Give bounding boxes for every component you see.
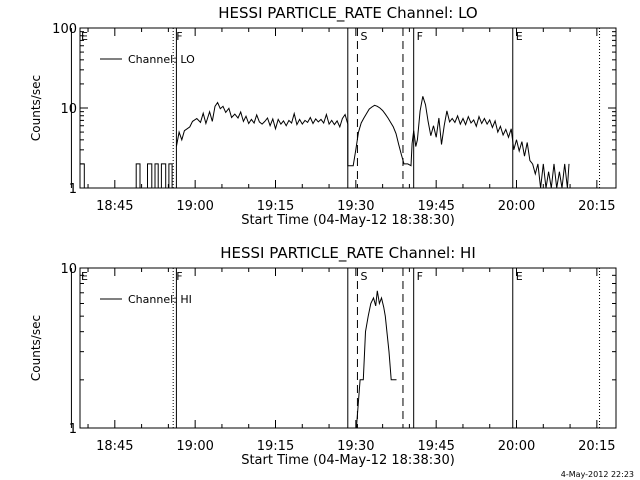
x-tick-label: 20:00 [498,199,535,214]
legend-label: Channel: LO [128,53,195,66]
x-tick-label: 19:15 [257,439,294,454]
y-tick-label: 1 [69,182,77,197]
event-marker-label: E [516,30,523,43]
x-tick-label: 19:30 [337,199,374,214]
x-tick-label: 19:00 [176,199,213,214]
legend-label: Channel: HI [128,293,192,306]
x-tick-label: 19:45 [417,439,454,454]
event-marker-label: E [81,30,88,43]
x-axis-label: Start Time (04-May-12 18:38:30) [241,213,455,228]
series-line [355,290,397,429]
x-tick-label: 18:45 [96,439,133,454]
y-tick-label: 10 [60,262,77,277]
x-tick-label: 19:15 [257,199,294,214]
event-marker-label: F [176,30,182,43]
chart-title: HESSI PARTICLE_RATE Channel: LO [218,4,477,23]
x-tick-label: 19:45 [417,199,454,214]
series-line [532,163,570,189]
event-marker-label: F [417,30,423,43]
y-tick-label: 10 [60,102,77,117]
y-tick-label: 100 [52,22,77,37]
y-axis-label: Counts/sec [29,75,43,141]
hi-channel-panel: HESSI PARTICLE_RATE Channel: HI Counts/se… [29,244,617,468]
event-marker-label: E [516,270,523,283]
chart-title: HESSI PARTICLE_RATE Channel: HI [220,244,476,263]
plot-timestamp: 4-May-2012 22:23 [560,470,634,479]
x-tick-label: 20:00 [498,439,535,454]
series-line [80,163,89,189]
event-marker-label: S [360,30,367,43]
event-marker-label: E [81,270,88,283]
series-line [147,163,173,189]
series-line [175,96,533,167]
series-line [135,163,141,188]
x-tick-label: 20:15 [578,439,615,454]
lo-channel-panel: HESSI PARTICLE_RATE Channel: LO Counts/se… [29,4,617,228]
event-marker-label: F [176,270,182,283]
event-marker-label: F [417,270,423,283]
x-tick-label: 19:00 [176,439,213,454]
x-axis-label: Start Time (04-May-12 18:38:30) [241,453,455,468]
x-tick-label: 20:15 [578,199,615,214]
x-tick-label: 18:45 [96,199,133,214]
event-marker-label: S [360,270,367,283]
y-axis-label: Counts/sec [29,315,43,381]
x-tick-label: 19:30 [337,439,374,454]
y-tick-label: 1 [69,422,77,437]
